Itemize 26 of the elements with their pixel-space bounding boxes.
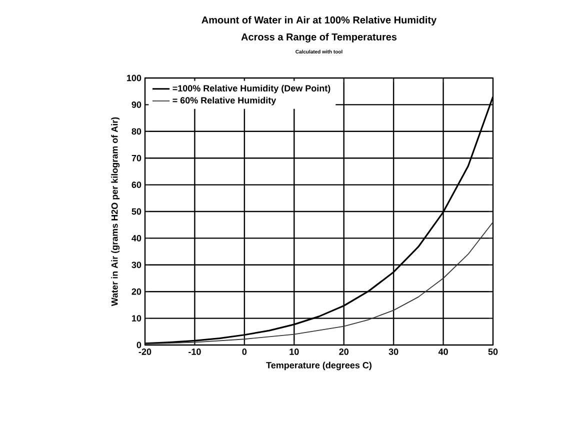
y-tick-label: 0 <box>136 342 142 348</box>
legend-label: =100% Relative Humidity (Dew Point) <box>172 84 330 94</box>
x-tick-label: -20 <box>138 348 152 355</box>
y-tick-label: 20 <box>132 288 142 295</box>
y-tick-label: 90 <box>132 102 142 108</box>
y-tick-label: 30 <box>132 262 142 268</box>
x-tick-label: 30 <box>388 348 398 355</box>
y-tick-label: 50 <box>132 208 142 215</box>
chart-title: Amount of Water in Air at 100% Relative Humidity <box>202 16 437 26</box>
legend-label: = 60% Relative Humidity <box>172 96 276 106</box>
x-tick-label: 40 <box>438 348 448 355</box>
x-tick-label: 10 <box>290 348 299 355</box>
chart-subtitle: Across a Range of Temperatures <box>241 33 397 42</box>
y-tick-label: 100 <box>127 74 142 82</box>
y-tick-label: 10 <box>132 315 142 322</box>
x-axis-title: Temperature (degrees C) <box>266 362 372 370</box>
y-tick-label: 60 <box>132 182 142 188</box>
y-tick-label: 80 <box>132 128 142 135</box>
y-tick-label: 40 <box>132 235 142 242</box>
y-tick-label: 70 <box>132 154 142 162</box>
line-series <box>145 222 493 344</box>
x-tick-label: -10 <box>188 348 201 355</box>
x-tick-label: 50 <box>488 348 498 355</box>
y-axis-title: Water in Air (grams H2O per kilogram of Air) <box>111 117 120 306</box>
x-tick-label: 0 <box>242 348 247 355</box>
x-tick-label: 20 <box>339 348 348 355</box>
